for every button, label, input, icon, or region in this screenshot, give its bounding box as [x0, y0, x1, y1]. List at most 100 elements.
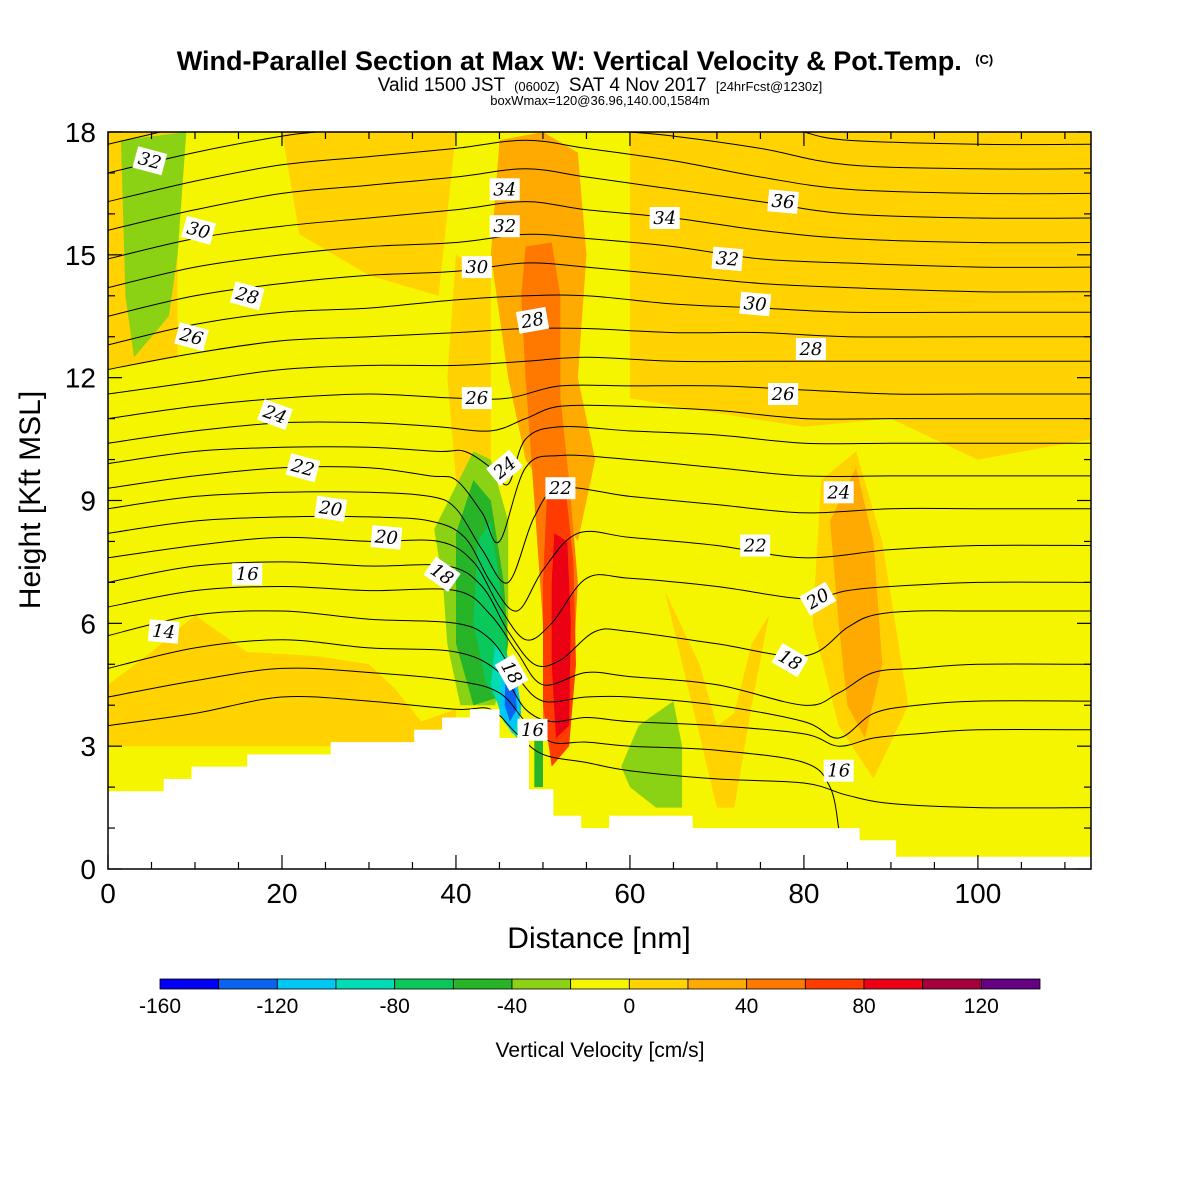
velocity-regions	[108, 132, 1091, 808]
colorbar-label: -80	[379, 995, 409, 1018]
contour-label-text: 22	[743, 536, 767, 557]
contour-label-bg	[795, 338, 826, 360]
isotherm-36-24	[803, 132, 1091, 146]
contour-label-text: 28	[798, 339, 822, 360]
isotherm-28-14	[108, 327, 1091, 370]
contour-label-bg	[314, 495, 348, 522]
contour-label-bg	[461, 256, 492, 279]
isotherm-21-7	[108, 515, 1091, 612]
subtitle-forecast: [24hrFcst@1230z]	[716, 79, 822, 94]
subtitle-utc: (0600Z)	[514, 79, 560, 94]
colorbar-label: -40	[497, 995, 527, 1018]
y-axis-label: Height [Kft MSL]	[14, 391, 47, 609]
contour-label-bg	[799, 581, 837, 616]
isotherm-24-10	[108, 426, 1091, 486]
contour-label-bg	[285, 453, 321, 483]
velocity-region-8	[830, 467, 883, 738]
contour-label-1: 30	[181, 215, 216, 245]
colorbar-swatch-10	[746, 978, 806, 990]
contour-label-23: 30	[739, 291, 772, 317]
velocity-region-21	[534, 738, 543, 788]
contour-label-text: 32	[493, 216, 516, 237]
colorbar-label: 40	[735, 995, 758, 1018]
colorbar-swatch-11	[804, 978, 865, 990]
isotherm-22-8	[108, 486, 1091, 584]
subtitle-valid: Valid 1500 JST	[378, 75, 506, 96]
subtitle-date: SAT 4 Nov 2017	[569, 75, 707, 96]
contour-label-21: 36	[767, 189, 800, 214]
colorbar-swatch-5	[452, 978, 513, 990]
contour-label-text: 14	[151, 621, 176, 644]
colorbar-swatch-8	[628, 978, 689, 990]
contour-label-bg	[515, 306, 550, 334]
contour-label-8: 16	[232, 563, 263, 586]
isotherm-19-5	[108, 561, 1091, 668]
contour-label-bg	[823, 759, 854, 782]
contour-label-22: 32	[711, 246, 744, 272]
contour-label-7: 20	[370, 525, 403, 550]
contour-label-text: 22	[548, 478, 572, 499]
contour-label-bg	[181, 215, 216, 245]
x-tick-label: 0	[100, 878, 116, 909]
contour-label-bg	[489, 215, 520, 238]
contour-label-text: 28	[518, 308, 545, 333]
plot-area: 3230282624222020161418242218163432302826…	[108, 132, 1091, 869]
colorbar-swatch-12	[863, 978, 924, 990]
contour-label-bg	[461, 387, 492, 410]
isotherm-30-16	[108, 262, 1091, 317]
contour-label-6: 20	[314, 495, 348, 522]
x-axis-label: Distance [nm]	[507, 922, 690, 955]
colorbar-label: -120	[256, 995, 298, 1018]
colorbar-swatch-14	[980, 978, 1041, 990]
colorbar-swatch-9	[687, 978, 748, 990]
colorbar-swatch-4	[394, 978, 454, 990]
isotherm-36-23	[108, 132, 161, 145]
contour-label-25: 26	[768, 383, 799, 405]
contour-label-19: 26	[461, 387, 492, 410]
x-tick-label: 40	[440, 878, 471, 909]
contour-label-text: 16	[236, 564, 259, 585]
colorbar-swatch-7	[570, 978, 630, 990]
isotherm-29-15	[108, 294, 1091, 346]
contour-label-bg	[174, 322, 209, 352]
velocity-region-1	[282, 132, 456, 296]
contour-label-bg	[494, 654, 529, 691]
contour-label-bg	[517, 718, 548, 741]
x-tick-label: 20	[266, 878, 297, 909]
isotherm-27-13	[108, 356, 1091, 395]
contour-label-27: 22	[740, 534, 771, 557]
isotherm-31-17	[108, 233, 1091, 289]
isotherm-17-3	[108, 610, 1091, 739]
isotherm-34-20	[108, 139, 1091, 203]
contour-label-bg	[370, 525, 403, 550]
x-tick-label: 80	[788, 878, 819, 909]
colorbar-swatch-0	[159, 978, 220, 990]
velocity-region-7	[934, 172, 1022, 358]
contour-label-text: 20	[317, 497, 344, 521]
contour-label-bg	[147, 619, 180, 644]
contour-label-bg	[771, 643, 809, 678]
contour-label-text: 30	[743, 293, 768, 316]
contour-label-12: 22	[545, 477, 576, 500]
contour-label-17: 30	[461, 256, 492, 279]
chart-subtitle: Valid 1500 JST (0600Z) SAT 4 Nov 2017 [2…	[378, 75, 823, 96]
colorbar-swatch-6	[511, 978, 572, 990]
y-tick-label: 9	[80, 486, 96, 517]
contour-label-20: 34	[649, 207, 680, 229]
contour-label-bg	[545, 477, 576, 500]
x-tick-label: 60	[614, 878, 645, 909]
velocity-region-15	[621, 701, 683, 808]
contour-label-text: 20	[373, 526, 399, 549]
colorbar-swatch-3	[335, 978, 396, 990]
isotherm-32-18	[108, 201, 1091, 260]
colorbar-swatch-2	[276, 978, 337, 990]
contour-label-bg	[423, 556, 461, 592]
contour-label-24: 28	[795, 338, 826, 360]
contour-label-16: 32	[489, 215, 520, 238]
y-tick-label: 3	[80, 731, 96, 762]
contour-label-bg	[649, 207, 680, 229]
chart-title-main: Wind-Parallel Section at Max W: Vertical…	[177, 46, 962, 76]
colorbar-title: Vertical Velocity [cm/s]	[496, 1039, 705, 1062]
colorbar-swatch-1	[218, 978, 278, 990]
